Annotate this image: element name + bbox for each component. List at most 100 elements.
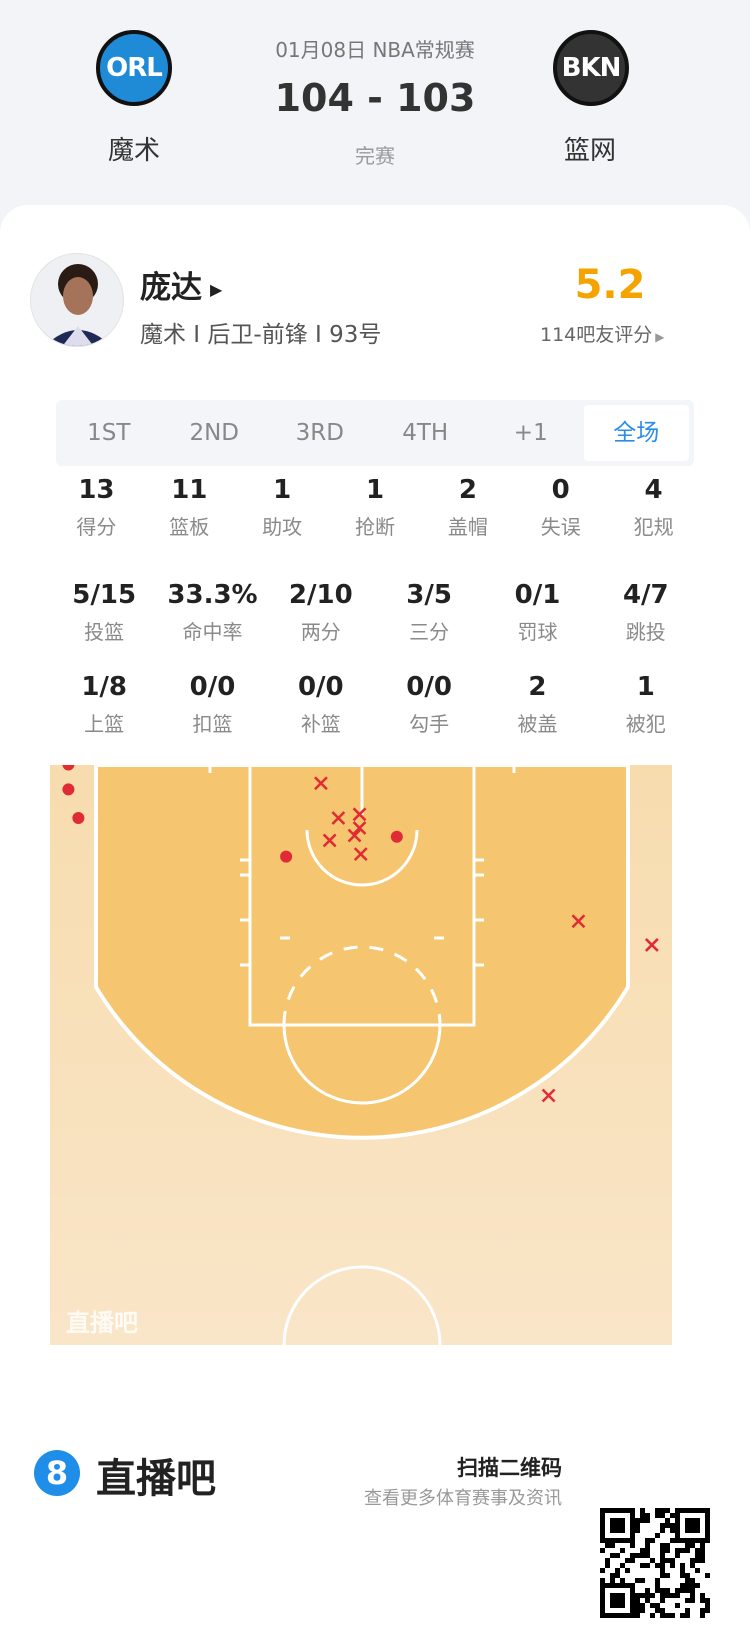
stat-item: 4/7 跳投 (592, 580, 700, 645)
stat-item: 2/10 两分 (267, 580, 375, 645)
qr-code-icon[interactable] (600, 1508, 710, 1618)
shot-made (390, 830, 403, 843)
stat-value: 3/5 (406, 580, 452, 610)
stat-label: 罚球 (517, 620, 558, 644)
away-team-name[interactable]: 篮网 (563, 136, 616, 166)
shot-missed (347, 828, 362, 843)
stat-label: 补篮 (300, 712, 341, 736)
stat-value: 4 (644, 475, 663, 505)
stats-row-1: 13 得分 11 篮板 1 助攻 1 抢断 2 盖帽 0 失误 4 犯规 (50, 475, 700, 540)
stat-value: 0/0 (297, 672, 344, 702)
tab-5[interactable]: 全场 (583, 405, 689, 461)
stat-value: 11 (171, 475, 208, 505)
stat-value: 0/0 (406, 672, 452, 702)
stat-value: 0/0 (189, 672, 236, 702)
stat-item: 0/0 勾手 (375, 672, 483, 737)
away-abbr: BKN (561, 53, 622, 83)
tab-4[interactable]: +1 (513, 420, 548, 446)
brand-logo-icon: 8 (34, 1450, 80, 1496)
stat-label: 篮板 (169, 515, 210, 539)
shot-missed (644, 938, 659, 952)
stats-row-3: 1/8 上篮 0/0 扣篮 0/0 补篮 0/0 勾手 2 被盖 1 被犯 (50, 672, 700, 737)
game-status: 完赛 (355, 144, 395, 168)
stat-label: 得分 (76, 515, 117, 539)
shot-made (280, 850, 293, 863)
tab-3[interactable]: 4TH (402, 420, 449, 446)
stat-item: 4 犯规 (607, 475, 700, 540)
shot-chart: 直播吧 (50, 765, 672, 1345)
shot-missed (314, 776, 328, 791)
stat-value: 1 (636, 672, 655, 702)
player-avatar[interactable] (30, 253, 124, 347)
player-info: 魔术 I 后卫-前锋 I 93号 (140, 322, 382, 348)
shot-missed (352, 807, 367, 822)
stat-item: 1 助攻 (236, 475, 329, 540)
period-tabs: 1ST 2ND 3RD 4TH +1 全场 (56, 400, 694, 466)
date-league: 01月08日 NBA常规赛 (275, 38, 475, 62)
away-team-logo[interactable]: BKN (553, 30, 629, 106)
score: 104 - 103 (274, 76, 476, 120)
stat-value: 0/1 (514, 580, 561, 610)
stat-label: 三分 (409, 620, 450, 644)
stat-item: 0/1 罚球 (483, 580, 591, 645)
stat-label: 犯规 (633, 515, 674, 539)
stat-label: 跳投 (625, 620, 666, 644)
tab-0[interactable]: 1ST (87, 420, 131, 446)
three-point-line (94, 765, 630, 1140)
tab-2[interactable]: 3RD (295, 420, 344, 446)
stat-label: 盖帽 (447, 515, 488, 539)
stat-value: 1/8 (81, 672, 127, 702)
lane-marks (240, 858, 484, 967)
stat-label: 被犯 (625, 712, 666, 736)
home-abbr: ORL (106, 53, 163, 83)
stat-label: 扣篮 (192, 712, 233, 736)
free-throw-circle-top (282, 945, 442, 1026)
player-rating: 5.2 (574, 262, 646, 308)
stat-item: 2 被盖 (483, 672, 591, 737)
player-name[interactable]: 庞达 ▶ (140, 262, 222, 307)
stat-item: 0 失误 (514, 475, 607, 540)
rating-link[interactable]: 114吧友评分 ▶ (540, 320, 665, 347)
stat-item: 0/0 扣篮 (158, 672, 266, 737)
shot-missed (322, 833, 337, 848)
scan-subtitle: 查看更多体育赛事及资讯 (364, 1488, 562, 1509)
stat-item: 13 得分 (50, 475, 143, 540)
stat-label: 投篮 (84, 620, 125, 644)
shot-missed (331, 811, 346, 825)
stats-row-2: 5/15 投篮 33.3% 命中率 2/10 两分 3/5 三分 0/1 罚球 4/7 跳投 (50, 580, 700, 645)
shot-made (62, 765, 75, 771)
shot-made (62, 783, 75, 796)
stat-item: 1 抢断 (329, 475, 422, 540)
stat-value: 1 (365, 475, 385, 505)
shot-made (72, 812, 85, 825)
rating-label: 114吧友评分 (540, 324, 653, 346)
stat-label: 上篮 (84, 712, 125, 736)
stat-label: 抢断 (355, 515, 395, 539)
stat-label: 命中率 (182, 620, 243, 644)
shot-missed (352, 821, 367, 835)
stat-label: 失误 (540, 515, 581, 539)
stat-value: 2/10 (288, 580, 353, 610)
stat-value: 0 (551, 475, 570, 505)
scan-title: 扫描二维码 (457, 1456, 562, 1480)
shot-missed (541, 1088, 556, 1103)
tab-1[interactable]: 2ND (189, 420, 240, 446)
stat-value: 4/7 (622, 580, 669, 610)
brand-name: 直播吧 (96, 1456, 216, 1502)
player-name-text: 庞达 (140, 270, 202, 306)
restricted-area (305, 829, 419, 887)
stat-item: 1 被犯 (592, 672, 700, 737)
stat-item: 0/0 补篮 (267, 672, 375, 737)
stat-value: 1 (273, 475, 292, 505)
stat-label: 两分 (300, 620, 341, 644)
stat-value: 2 (528, 672, 547, 702)
stat-item: 11 篮板 (143, 475, 236, 540)
home-team-logo[interactable]: ORL (96, 30, 172, 106)
stat-item: 1/8 上篮 (50, 672, 158, 737)
stat-label: 助攻 (262, 515, 303, 539)
center-circle (282, 1265, 442, 1345)
shot-missed (353, 847, 368, 862)
home-team-name[interactable]: 魔术 (107, 136, 160, 166)
stat-item: 5/15 投篮 (50, 580, 158, 645)
stat-value: 2 (458, 475, 477, 505)
